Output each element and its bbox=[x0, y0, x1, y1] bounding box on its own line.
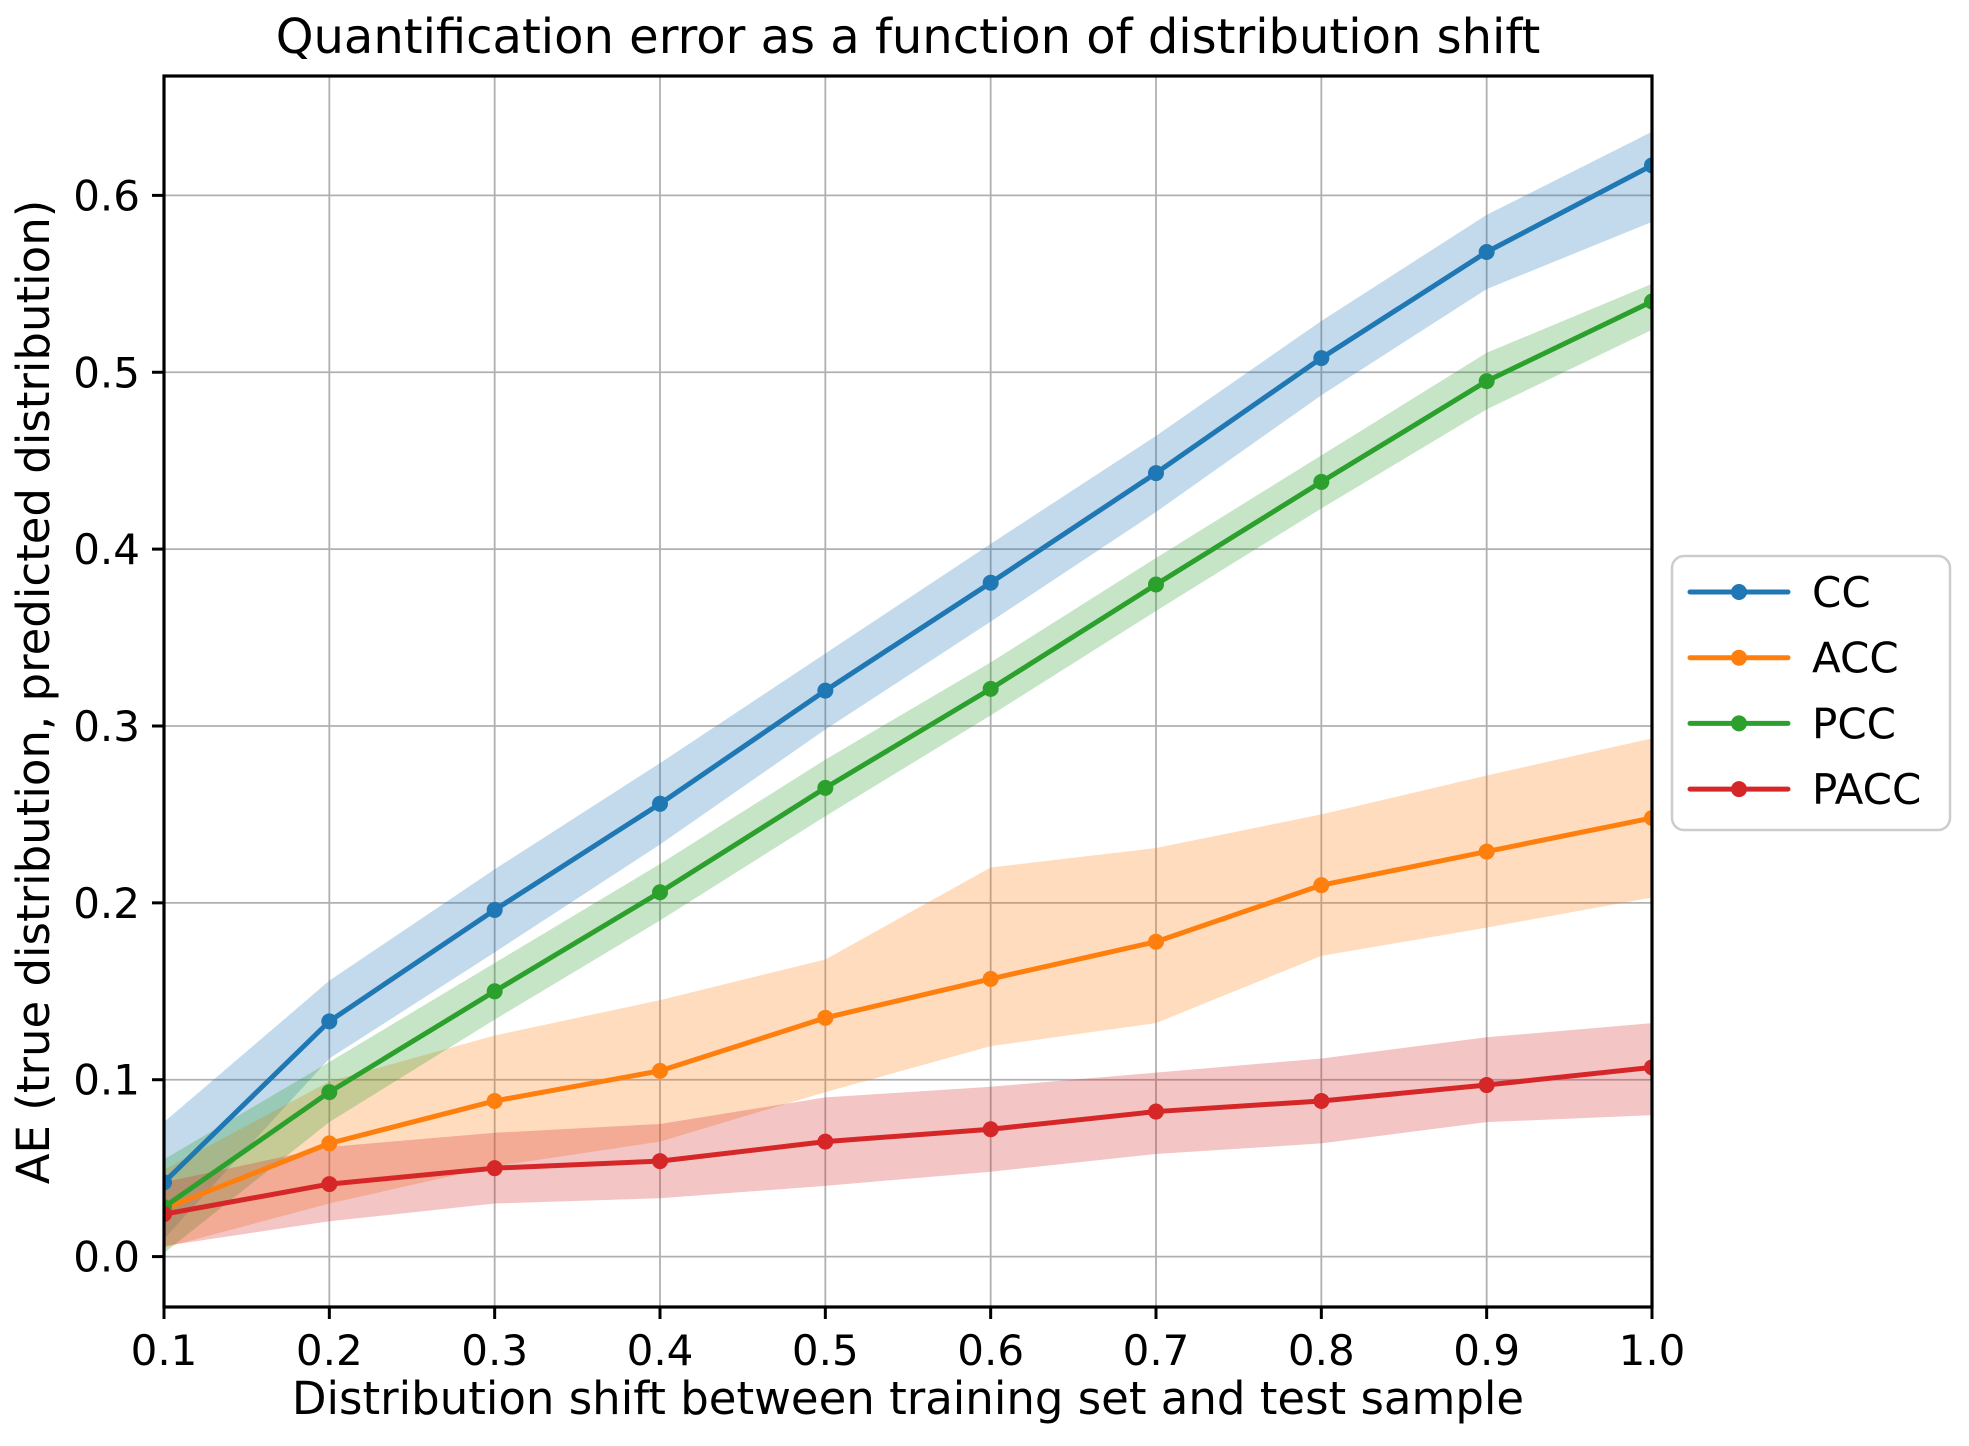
confidence-band-ACC bbox=[164, 738, 1652, 1248]
data-point-CC bbox=[982, 574, 999, 591]
data-point-PCC bbox=[1313, 473, 1330, 490]
data-point-ACC bbox=[982, 970, 999, 987]
data-point-CC bbox=[486, 901, 503, 918]
data-point-ACC bbox=[1148, 933, 1164, 950]
y-tick-label: 0.6 bbox=[73, 171, 140, 220]
legend-entry-PACC: PACC bbox=[1687, 765, 1921, 814]
data-point-CC bbox=[817, 682, 834, 699]
x-tick-label: 0.3 bbox=[461, 1326, 528, 1375]
series-line-PACC bbox=[164, 1064, 1652, 1217]
series-PCC bbox=[164, 293, 1652, 1216]
data-point-PACC bbox=[982, 1121, 999, 1138]
data-point-PACC bbox=[652, 1153, 668, 1170]
x-tick-label: 0.9 bbox=[1453, 1326, 1520, 1375]
legend-label: CC bbox=[1812, 568, 1871, 617]
series-PACC bbox=[164, 1059, 1652, 1223]
y-tick-label: 0.1 bbox=[73, 1056, 140, 1105]
data-point-PACC bbox=[1148, 1103, 1164, 1120]
data-point-PACC bbox=[486, 1160, 503, 1177]
data-point-PCC bbox=[321, 1084, 338, 1101]
data-point-CC bbox=[321, 1013, 338, 1030]
y-tick-label: 0.4 bbox=[73, 525, 140, 574]
data-point-PACC bbox=[321, 1176, 338, 1193]
y-tick-label: 0.5 bbox=[73, 348, 140, 397]
y-tick-label: 0.3 bbox=[73, 702, 140, 751]
series-line-ACC bbox=[164, 815, 1652, 1212]
y-tick-label: 0.0 bbox=[73, 1233, 140, 1282]
data-series bbox=[164, 157, 1652, 1223]
data-point-CC bbox=[652, 795, 668, 812]
x-tick-label: 0.7 bbox=[1123, 1326, 1190, 1375]
data-point-ACC bbox=[1478, 843, 1495, 860]
data-point-CC bbox=[1148, 465, 1164, 482]
legend-label: PCC bbox=[1812, 699, 1896, 748]
data-point-PACC bbox=[1313, 1092, 1330, 1109]
legend-entry-ACC: ACC bbox=[1687, 634, 1899, 683]
legend-marker bbox=[1731, 584, 1747, 600]
x-axis-label: Distribution shift between training set … bbox=[292, 1372, 1524, 1425]
data-point-PCC bbox=[982, 680, 999, 697]
x-tick-label: 0.8 bbox=[1288, 1326, 1355, 1375]
data-point-ACC bbox=[486, 1092, 503, 1109]
y-tick-labels: 0.0 0.1 0.2 0.3 0.4 0.5 0.6 bbox=[73, 171, 140, 1281]
data-point-PCC bbox=[1148, 576, 1164, 593]
data-point-PCC bbox=[817, 779, 834, 796]
axis-ticks bbox=[152, 193, 1654, 1319]
legend-entry-PCC: PCC bbox=[1687, 699, 1896, 748]
x-tick-label: 0.6 bbox=[957, 1326, 1024, 1375]
data-point-ACC bbox=[652, 1062, 668, 1079]
legend-marker bbox=[1731, 649, 1747, 666]
data-point-PCC bbox=[652, 884, 668, 901]
series-line-PCC bbox=[164, 299, 1652, 1210]
legend-entry-CC: CC bbox=[1687, 568, 1871, 617]
x-tick-label: 0.1 bbox=[131, 1326, 198, 1375]
data-point-PACC bbox=[817, 1133, 834, 1150]
data-point-ACC bbox=[1313, 877, 1330, 894]
data-point-CC bbox=[164, 1174, 172, 1191]
y-axis-label: AE (true distribution, predicted distrib… bbox=[7, 200, 60, 1185]
legend-box bbox=[1670, 554, 1952, 832]
chart-title: Quantification error as a function of di… bbox=[276, 9, 1541, 65]
y-tick-label: 0.2 bbox=[73, 879, 140, 928]
series-CC bbox=[164, 157, 1652, 1191]
data-point-ACC bbox=[1644, 809, 1652, 826]
data-point-ACC bbox=[321, 1135, 338, 1152]
data-point-PACC bbox=[1478, 1077, 1495, 1094]
x-tick-labels: 0.1 0.2 0.3 0.4 0.5 0.6 0.7 0.8 0.9 1.0 bbox=[131, 1326, 1686, 1375]
data-point-PCC bbox=[486, 983, 503, 1000]
legend-label: PACC bbox=[1812, 765, 1921, 814]
data-point-CC bbox=[1478, 243, 1495, 260]
legend: CC ACC PCC PACC bbox=[1670, 554, 1952, 832]
data-point-PCC bbox=[1644, 293, 1652, 310]
axes-frame bbox=[162, 74, 1654, 1309]
legend-marker bbox=[1731, 781, 1747, 798]
data-point-ACC bbox=[817, 1009, 834, 1026]
series-line-CC bbox=[164, 162, 1652, 1185]
data-point-CC bbox=[1644, 157, 1652, 174]
legend-label: ACC bbox=[1812, 634, 1899, 683]
data-point-PACC bbox=[164, 1206, 172, 1223]
confidence-band-PCC bbox=[164, 283, 1652, 1254]
x-tick-label: 0.4 bbox=[627, 1326, 694, 1375]
x-tick-label: 0.2 bbox=[296, 1326, 363, 1375]
confidence-bands bbox=[164, 131, 1652, 1254]
legend-marker bbox=[1731, 715, 1747, 732]
confidence-band-CC bbox=[164, 131, 1652, 1239]
x-tick-label: 0.5 bbox=[792, 1326, 859, 1375]
x-tick-label: 1.0 bbox=[1619, 1326, 1686, 1375]
data-point-CC bbox=[1313, 350, 1330, 367]
data-point-PCC bbox=[1478, 373, 1495, 390]
data-point-PACC bbox=[1644, 1059, 1652, 1076]
